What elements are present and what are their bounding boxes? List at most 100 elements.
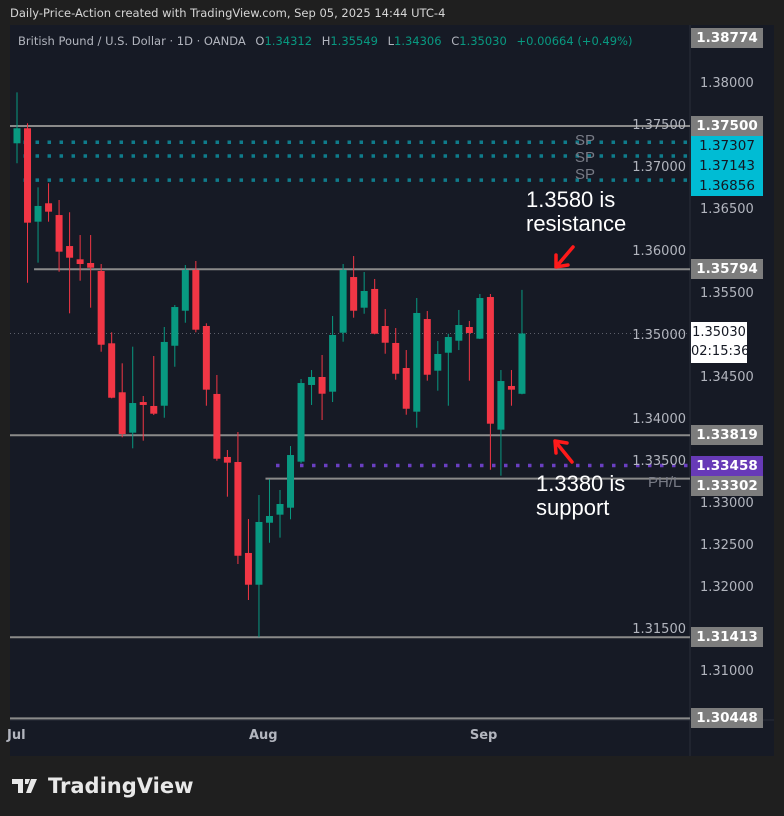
candle-down xyxy=(423,319,431,375)
candle-up xyxy=(171,307,179,346)
candle-up xyxy=(129,403,137,433)
level-price-label: 1.33819 xyxy=(691,425,763,446)
level-price-label: 1.35794 xyxy=(691,259,763,280)
time-tick-label: Sep xyxy=(469,728,498,743)
tradingview-logo[interactable]: TradingView xyxy=(12,774,193,798)
level-price-label: 1.37307 xyxy=(691,136,763,156)
candle-up xyxy=(265,516,273,523)
candle-down xyxy=(350,277,358,311)
low-value: 1.34306 xyxy=(394,34,442,48)
candle-down xyxy=(213,393,221,459)
candle-up xyxy=(181,269,189,311)
candle-down xyxy=(139,402,147,405)
candle-up xyxy=(497,381,505,430)
current-price-label: 1.35030 02:15:36 xyxy=(691,322,750,363)
candle-down xyxy=(244,552,252,585)
candle-up xyxy=(518,333,526,394)
candle-down xyxy=(76,259,84,265)
candle-down xyxy=(55,215,63,252)
price-tick-label: 1.31500 xyxy=(632,622,686,637)
watermark-text: TradingView xyxy=(48,774,194,798)
candle-down xyxy=(108,343,116,398)
price-tick-label: 1.35000 xyxy=(632,328,686,343)
candle-up xyxy=(329,334,337,392)
candle-up xyxy=(308,376,316,385)
price-tick-label: 1.33000 xyxy=(700,496,754,511)
candle-up xyxy=(13,128,21,144)
candle-down xyxy=(392,342,400,374)
price-tick-label: 1.36500 xyxy=(700,202,754,217)
candle-down xyxy=(318,376,326,394)
price-tick-label: 1.37500 xyxy=(632,118,686,133)
high-value: 1.35549 xyxy=(330,34,378,48)
price-tick-label: 1.37000 xyxy=(632,160,686,175)
candle-up xyxy=(444,337,452,353)
support-arrow-icon xyxy=(553,439,574,464)
candle-down xyxy=(234,462,242,556)
symbol-legend: British Pound / U.S. Dollar · 1D · OANDA… xyxy=(18,34,638,48)
candle-down xyxy=(97,270,105,345)
candle-up xyxy=(434,353,442,371)
candle-up xyxy=(276,504,284,515)
price-tick-label: 1.32000 xyxy=(700,580,754,595)
candle-up xyxy=(476,298,484,339)
sp-tag: SP xyxy=(575,166,596,183)
price-tick-label: 1.33500 xyxy=(632,454,686,469)
bar-countdown: 02:15:36 xyxy=(691,344,750,359)
resistance-annotation: 1.3580 is resistance xyxy=(526,187,627,236)
candle-down xyxy=(24,128,32,223)
candle-up xyxy=(255,521,263,585)
candle-down xyxy=(66,246,74,258)
candle-down xyxy=(150,405,158,414)
candle-down xyxy=(45,203,53,212)
candle-up xyxy=(160,341,168,406)
candle-down xyxy=(118,392,126,435)
candle-up xyxy=(287,455,295,508)
chart-panel[interactable] xyxy=(10,25,774,756)
candle-down xyxy=(192,269,200,330)
candle-down xyxy=(486,297,494,424)
price-tick-label: 1.34000 xyxy=(632,412,686,427)
symbol-name[interactable]: British Pound / U.S. Dollar · 1D · OANDA xyxy=(18,34,246,48)
candle-up xyxy=(360,290,368,308)
candle-down xyxy=(465,327,473,333)
time-tick-label: Aug xyxy=(248,728,278,743)
change-value: +0.00664 (+0.49%) xyxy=(516,34,633,48)
resistance-arrow-icon xyxy=(554,245,575,269)
candle-down xyxy=(381,326,389,343)
current-price: 1.35030 xyxy=(692,325,746,340)
sp-tag: SP xyxy=(575,149,596,166)
level-price-label: 1.37143 xyxy=(691,156,763,176)
close-label: C xyxy=(451,34,460,48)
level-price-label: 1.33458 xyxy=(691,455,763,476)
high-label: H xyxy=(321,34,331,48)
level-price-label: 1.37500 xyxy=(691,116,763,136)
candle-down xyxy=(87,263,95,268)
open-label: O xyxy=(255,34,265,48)
chart-header: Daily-Price-Action created with TradingV… xyxy=(10,6,446,20)
level-price-label: 1.30448 xyxy=(691,708,763,729)
candle-down xyxy=(507,385,515,390)
sp-tag: SP xyxy=(575,132,596,149)
candle-up xyxy=(413,312,421,412)
level-price-label: 1.31413 xyxy=(691,627,763,648)
candle-down xyxy=(202,326,210,390)
candle-down xyxy=(223,456,231,463)
time-tick-label: Jul xyxy=(7,728,26,743)
level-price-label: 1.33302 xyxy=(691,475,763,496)
candle-down xyxy=(371,288,379,334)
candle-up xyxy=(34,205,42,222)
candle-up xyxy=(339,269,347,333)
candle-down xyxy=(402,368,410,409)
price-tick-label: 1.32500 xyxy=(700,538,754,553)
open-value: 1.34312 xyxy=(264,34,313,48)
price-tick-label: 1.36000 xyxy=(632,244,686,259)
candle-up xyxy=(297,383,305,462)
top-price-label: 1.38774 xyxy=(691,28,763,48)
candle-up xyxy=(455,324,463,341)
support-annotation: 1.3380 is support xyxy=(536,471,626,520)
tradingview-logo-icon xyxy=(12,779,37,793)
price-tick-label: 1.34500 xyxy=(700,370,754,385)
level-price-label: 1.36856 xyxy=(691,176,763,196)
